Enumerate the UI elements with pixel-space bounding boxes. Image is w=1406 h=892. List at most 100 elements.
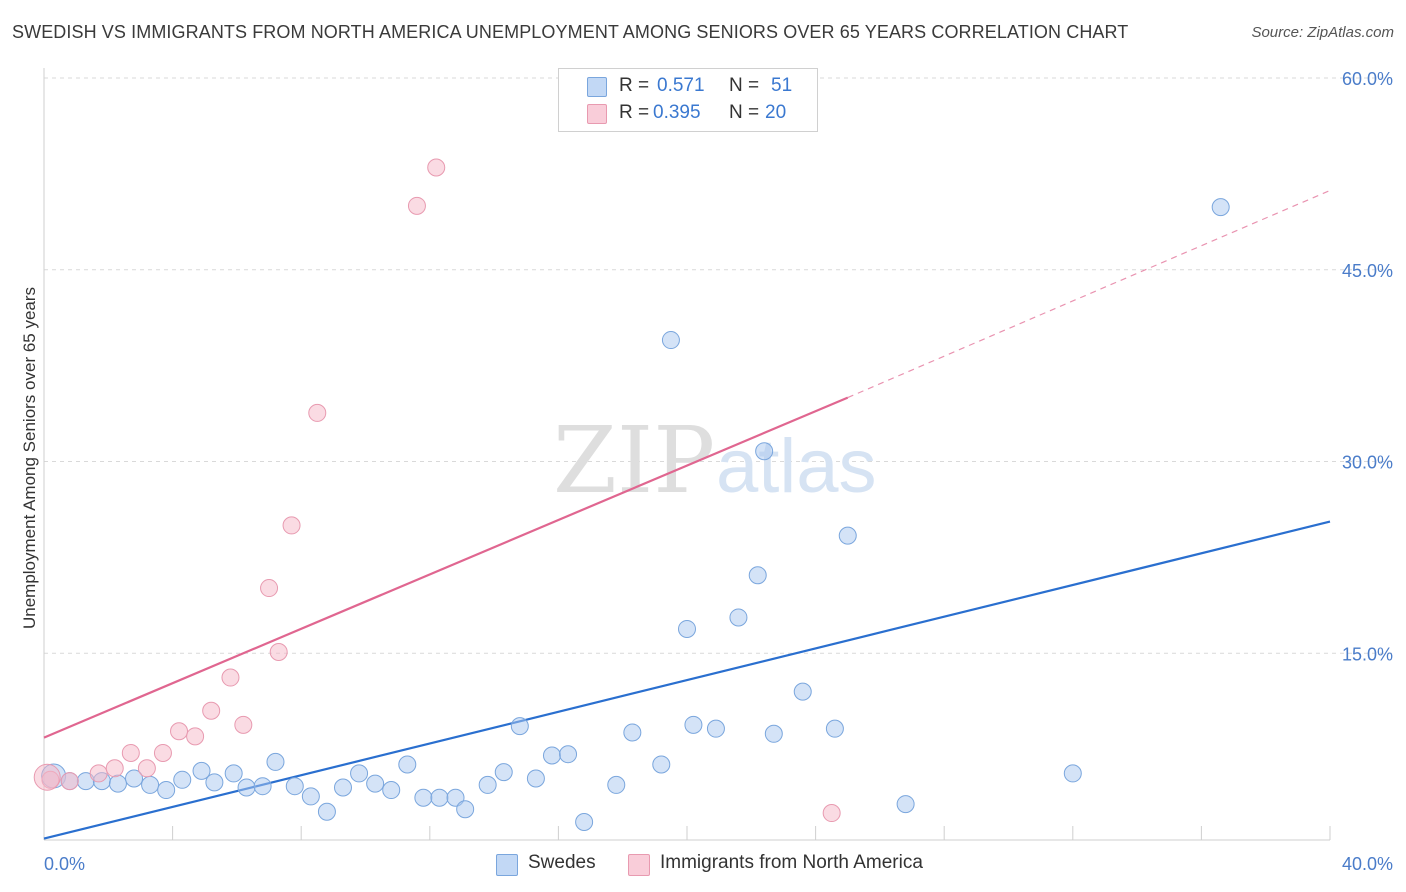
point-swedes (510, 717, 529, 736)
point-swedes (706, 719, 725, 738)
y-tick-label: 45.0% (1342, 261, 1393, 281)
point-swedes (456, 800, 475, 819)
point-immigrants (260, 579, 279, 598)
tick-labels: 15.0% 30.0% 45.0% 60.0% 0.0% 40.0% (44, 69, 1393, 874)
legend-swatch-swedes (587, 77, 607, 97)
point-immigrants (269, 642, 288, 661)
point-swedes (764, 724, 783, 743)
bottom-legend-swatch-immigrants (628, 854, 650, 876)
data-points (33, 158, 1230, 831)
point-immigrants (407, 196, 426, 215)
point-swedes (253, 777, 272, 796)
legend-swatch-immigrants (587, 104, 607, 124)
point-swedes (317, 802, 336, 821)
trend-line (43, 396, 849, 739)
point-immigrants (89, 764, 108, 783)
point-swedes (366, 774, 385, 793)
point-immigrants (170, 722, 189, 741)
y-tick-label: 30.0% (1342, 453, 1393, 473)
legend-n-value-immigrants: 20 (765, 102, 787, 123)
point-immigrants (33, 763, 61, 791)
point-immigrants (186, 727, 205, 746)
watermark-zip: ZIP (553, 407, 715, 514)
point-swedes (382, 781, 401, 800)
point-immigrants (153, 743, 172, 762)
legend-r-value-swedes: 0.571 (657, 75, 705, 96)
y-tick-label: 15.0% (1342, 644, 1393, 664)
point-swedes (301, 787, 320, 806)
point-immigrants (121, 743, 140, 762)
point-immigrants (822, 804, 841, 823)
point-swedes (526, 769, 545, 788)
point-immigrants (427, 158, 446, 177)
legend-n-label: N = (729, 75, 760, 96)
bottom-legend-swatch-swedes (496, 854, 518, 876)
point-immigrants (308, 403, 327, 422)
point-swedes (661, 331, 680, 350)
point-swedes (125, 769, 144, 788)
point-swedes (414, 788, 433, 807)
bottom-legend-label-immigrants: Immigrants from North America (660, 852, 923, 873)
point-swedes (542, 746, 561, 765)
legend-n-value-swedes: 51 (771, 75, 793, 96)
point-swedes (333, 778, 352, 797)
point-swedes (350, 764, 369, 783)
point-swedes (141, 775, 160, 794)
watermark-atlas: atlas (716, 424, 877, 509)
point-swedes (173, 770, 192, 789)
point-swedes (108, 774, 127, 793)
point-swedes (224, 764, 243, 783)
point-swedes (446, 788, 465, 807)
point-immigrants (105, 759, 124, 778)
point-swedes (285, 777, 304, 796)
x-tick-label: 40.0% (1342, 854, 1393, 874)
point-immigrants (202, 701, 221, 720)
point-swedes (678, 619, 696, 638)
point-swedes (478, 775, 497, 794)
point-swedes (684, 715, 703, 734)
trend-lines (43, 189, 1331, 840)
correlation-legend: R = 0.571 N = 51 R = 0.395 N = 20 (558, 68, 818, 132)
point-immigrants (221, 668, 240, 687)
point-swedes (838, 526, 857, 545)
point-swedes (1063, 764, 1082, 783)
point-swedes (157, 781, 176, 800)
chart-source: Source: ZipAtlas.com (1251, 24, 1394, 41)
point-swedes (237, 778, 256, 797)
x-tick-label: 0.0% (44, 854, 85, 874)
trend-line-extension (847, 189, 1331, 399)
point-swedes (192, 761, 211, 780)
axes (43, 68, 1331, 841)
y-tick-label: 60.0% (1342, 69, 1393, 89)
point-swedes (607, 775, 626, 794)
legend-r-value-immigrants: 0.395 (653, 102, 701, 123)
legend-r-label: R = (619, 75, 650, 96)
point-swedes (430, 788, 449, 807)
point-swedes (755, 442, 774, 461)
point-swedes (266, 752, 285, 771)
point-immigrants (234, 715, 253, 734)
point-swedes (559, 745, 578, 764)
point-swedes (575, 812, 594, 831)
grid-lines (44, 77, 1392, 654)
point-swedes (1211, 198, 1230, 217)
point-swedes (729, 608, 748, 627)
point-swedes (494, 763, 513, 782)
point-swedes (652, 755, 671, 774)
point-swedes (398, 755, 417, 774)
legend-r-label: R = (619, 102, 650, 123)
point-immigrants (282, 516, 301, 535)
point-swedes (205, 773, 224, 792)
bottom-legend-label-swedes: Swedes (528, 852, 596, 873)
chart-title: SWEDISH VS IMMIGRANTS FROM NORTH AMERICA… (12, 22, 1129, 42)
point-swedes (748, 566, 767, 585)
point-swedes (793, 682, 812, 701)
point-swedes (623, 723, 642, 742)
watermark: ZIP atlas (553, 407, 877, 514)
point-swedes (896, 795, 915, 814)
point-immigrants (60, 772, 79, 791)
legend-n-label: N = (729, 102, 760, 123)
point-swedes (825, 719, 844, 738)
point-immigrants (137, 759, 156, 778)
